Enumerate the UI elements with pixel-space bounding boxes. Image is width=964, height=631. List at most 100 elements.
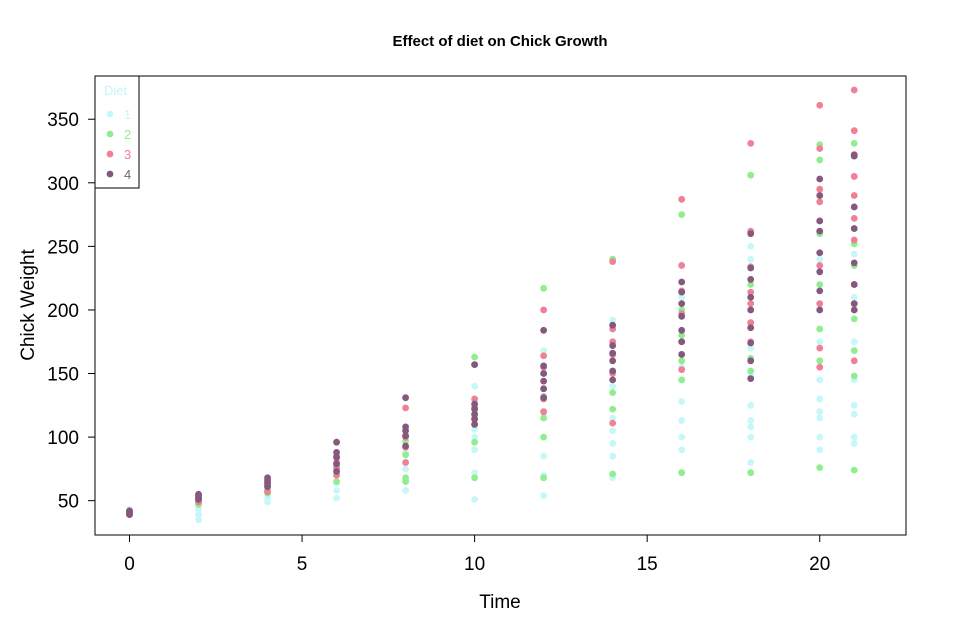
data-point xyxy=(747,357,755,365)
data-point xyxy=(816,145,824,152)
x-tick-label: 15 xyxy=(637,554,658,575)
data-point xyxy=(678,262,686,269)
series-4 xyxy=(126,151,858,519)
data-point xyxy=(816,217,824,225)
data-point xyxy=(850,203,858,211)
data-point xyxy=(747,276,755,283)
data-point xyxy=(609,367,617,375)
data-point xyxy=(850,433,858,441)
data-point xyxy=(816,281,824,288)
data-point xyxy=(195,511,202,519)
legend-label: 1 xyxy=(124,107,131,122)
data-point xyxy=(471,495,479,503)
data-point xyxy=(678,351,686,358)
data-point xyxy=(471,395,479,403)
data-point xyxy=(850,410,858,418)
data-point xyxy=(747,300,755,307)
data-point xyxy=(471,433,479,441)
data-point xyxy=(747,319,755,327)
data-point xyxy=(850,338,858,346)
data-point xyxy=(816,249,824,257)
data-point xyxy=(816,306,824,314)
data-point xyxy=(540,385,548,393)
data-point xyxy=(402,474,409,482)
data-point xyxy=(609,414,617,422)
legend: Diet 1 2 3 4 xyxy=(94,75,140,189)
data-point xyxy=(850,215,858,222)
data-point xyxy=(747,367,755,375)
data-point xyxy=(609,258,617,266)
data-point xyxy=(816,262,824,269)
data-point xyxy=(471,446,479,454)
data-point xyxy=(816,255,824,263)
data-point xyxy=(609,440,617,447)
data-point xyxy=(816,395,824,403)
data-point xyxy=(471,361,479,369)
data-point xyxy=(609,419,617,427)
data-point xyxy=(678,366,686,374)
data-point xyxy=(850,357,858,365)
data-point xyxy=(540,433,548,441)
data-point xyxy=(471,438,479,446)
data-point xyxy=(747,242,755,250)
data-point xyxy=(850,300,858,307)
legend-label: 2 xyxy=(124,127,131,142)
data-point xyxy=(540,326,548,334)
data-point xyxy=(747,293,755,301)
data-point xyxy=(816,357,824,365)
x-tick-label: 20 xyxy=(809,554,830,575)
data-point xyxy=(678,398,686,405)
data-point xyxy=(471,474,479,482)
data-point xyxy=(850,236,858,244)
data-point xyxy=(609,349,617,357)
legend-title: Diet xyxy=(104,83,128,98)
data-point xyxy=(540,492,548,499)
data-point xyxy=(609,321,617,329)
y-tick-label: 350 xyxy=(47,110,79,131)
x-axis: 0 5 10 15 20 xyxy=(124,534,830,575)
data-point xyxy=(747,264,755,272)
data-point xyxy=(816,408,824,416)
data-point xyxy=(816,300,824,307)
data-point xyxy=(678,288,686,296)
data-point xyxy=(195,506,202,513)
data-point xyxy=(678,376,686,384)
data-point xyxy=(747,344,755,352)
y-tick-label: 200 xyxy=(47,301,79,322)
x-tick-label: 10 xyxy=(464,554,485,575)
data-point xyxy=(471,400,479,408)
data-point xyxy=(195,516,202,524)
data-point xyxy=(333,438,340,446)
data-point xyxy=(816,414,824,422)
data-point xyxy=(816,446,824,454)
data-point xyxy=(126,511,133,519)
data-point xyxy=(678,338,686,346)
data-point xyxy=(850,86,858,94)
data-point xyxy=(333,448,340,456)
data-point xyxy=(850,225,858,232)
data-point xyxy=(850,173,858,180)
data-point xyxy=(471,420,479,428)
plot-frame xyxy=(94,75,907,536)
legend-label: 3 xyxy=(124,147,131,162)
data-point xyxy=(471,410,479,418)
data-point xyxy=(540,370,548,377)
y-tick-label: 100 xyxy=(47,428,79,449)
y-axis: 50 100 150 200 250 300 350 xyxy=(47,110,96,513)
legend-marker xyxy=(106,110,114,118)
data-point xyxy=(540,474,548,482)
data-point xyxy=(850,315,858,323)
data-point xyxy=(402,451,409,459)
data-point xyxy=(816,325,824,333)
data-point xyxy=(471,353,479,361)
data-point xyxy=(747,469,755,477)
data-point xyxy=(609,342,617,349)
data-point xyxy=(850,127,858,135)
legend-marker xyxy=(106,150,114,158)
data-point xyxy=(264,494,271,502)
data-point xyxy=(333,494,340,502)
data-point xyxy=(471,415,479,423)
data-point xyxy=(333,460,340,468)
y-tick-label: 250 xyxy=(47,237,79,258)
